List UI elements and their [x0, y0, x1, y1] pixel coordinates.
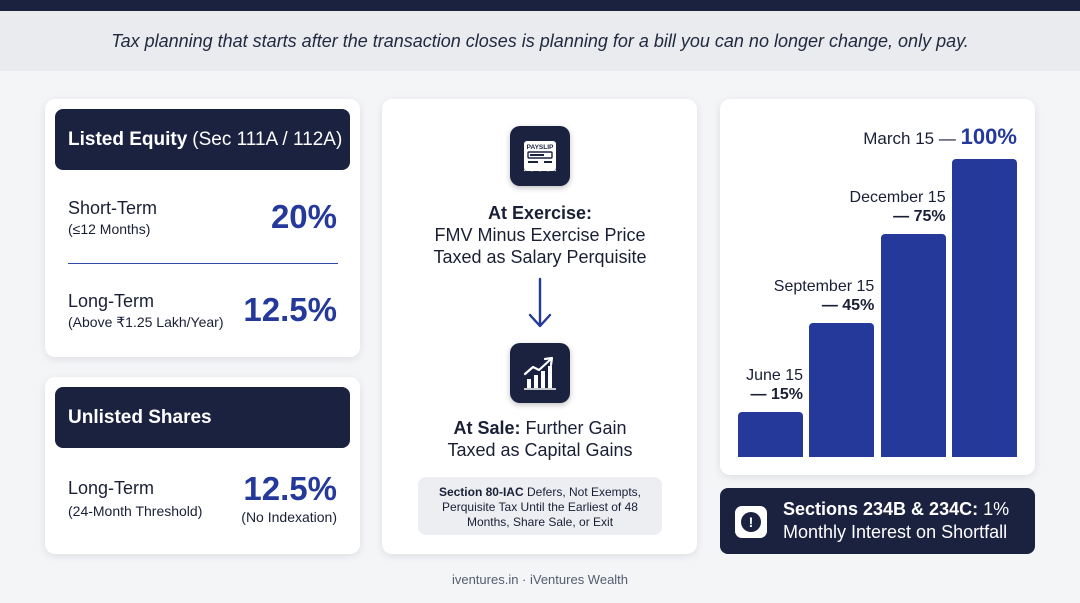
bar-value-label: — 45%	[821, 296, 875, 314]
short-term-label: Short-Term	[68, 198, 158, 218]
listed-equity-title: Listed Equity	[68, 128, 188, 150]
short-term-rate: 20%	[270, 198, 337, 235]
banner-text: Tax planning that starts after the trans…	[111, 30, 969, 51]
sale-line-2: Taxed as Capital Gains	[447, 440, 633, 460]
bar-label: March 15 — 100%	[817, 124, 1017, 149]
unlisted-long-term-label: Long-Term	[68, 478, 155, 498]
alert-rate: 1%	[983, 499, 1010, 519]
alert-line-2: Monthly Interest on Shortfall	[783, 522, 1008, 542]
bar-december-15	[880, 233, 946, 457]
growth-chart-icon	[510, 343, 570, 403]
note-line-3: Months, Share Sale, or Exit	[466, 515, 614, 529]
quote-banner: Tax planning that starts after the trans…	[0, 11, 1080, 71]
payslip-icon: PAYSLIP	[510, 126, 570, 186]
footer-credit: iventures.in · iVentures Wealth	[451, 572, 629, 587]
long-term-note: (Above ₹1.25 Lakh/Year)	[68, 314, 224, 330]
bar-label: September 15— 45%	[749, 277, 875, 315]
exercise-line-1: FMV Minus Exercise Price	[434, 225, 646, 245]
unlisted-shares-header: Unlisted Shares	[55, 387, 350, 448]
sale-text: At Sale: Further Gain Taxed as Capital G…	[390, 417, 690, 461]
unlisted-shares-title: Unlisted Shares	[68, 406, 212, 428]
long-term-rate: 12.5%	[243, 291, 337, 328]
unlisted-long-term-rate: 12.5%	[243, 470, 337, 507]
alert-heading: Sections 234B & 234C:	[783, 499, 979, 519]
listed-equity-subtitle: (Sec 111A / 112A)	[192, 128, 343, 150]
bar-june-15	[738, 412, 803, 457]
note-line-1: Defers, Not Exempts,	[526, 485, 642, 499]
arrow-down-icon	[528, 277, 552, 328]
bar-value-label: — 15%	[750, 386, 803, 404]
bar-value-label: 100%	[960, 124, 1017, 149]
bar-september-15	[809, 322, 875, 457]
section-80iac-note: Section 80-IAC Defers, Not Exempts, Perq…	[418, 477, 662, 535]
bar-label: December 15— 75%	[821, 188, 946, 226]
sale-heading: At Sale:	[453, 418, 521, 438]
svg-text:PAYSLIP: PAYSLIP	[527, 144, 554, 151]
note-heading: Section 80-IAC	[438, 485, 524, 499]
top-bar	[0, 0, 1080, 11]
long-term-label: Long-Term	[68, 291, 155, 311]
bar-category: June 15	[746, 367, 803, 385]
bar-march-15	[951, 159, 1017, 457]
exercise-line-2: Taxed as Salary Perquisite	[433, 247, 647, 267]
short-term-note: (≤12 Months)	[68, 221, 151, 237]
exclamation-icon: !	[741, 512, 761, 532]
bar-category: March 15	[863, 129, 935, 148]
bar-dash: —	[938, 129, 961, 148]
listed-divider	[68, 263, 338, 264]
note-line-2: Perquisite Tax Until the Earliest of 48	[442, 500, 638, 514]
exercise-text: At Exercise: FMV Minus Exercise Price Ta…	[390, 202, 690, 268]
listed-equity-header: Listed Equity (Sec 111A / 112A)	[55, 109, 350, 170]
bar-label: June 15— 15%	[678, 366, 803, 404]
exercise-heading: At Exercise:	[487, 203, 593, 223]
alert-text: Sections 234B & 234C: 1% Monthly Interes…	[783, 498, 1028, 544]
bar-category: September 15	[773, 277, 875, 295]
no-indexation-note: (No Indexation)	[241, 509, 337, 525]
bar-category: December 15	[849, 188, 946, 206]
alert-icon: !	[735, 506, 767, 538]
unlisted-long-term-note: (24-Month Threshold)	[68, 503, 203, 519]
bar-value-label: — 75%	[893, 207, 946, 225]
interest-alert	[720, 488, 1035, 554]
sale-line-1: Further Gain	[525, 418, 627, 438]
